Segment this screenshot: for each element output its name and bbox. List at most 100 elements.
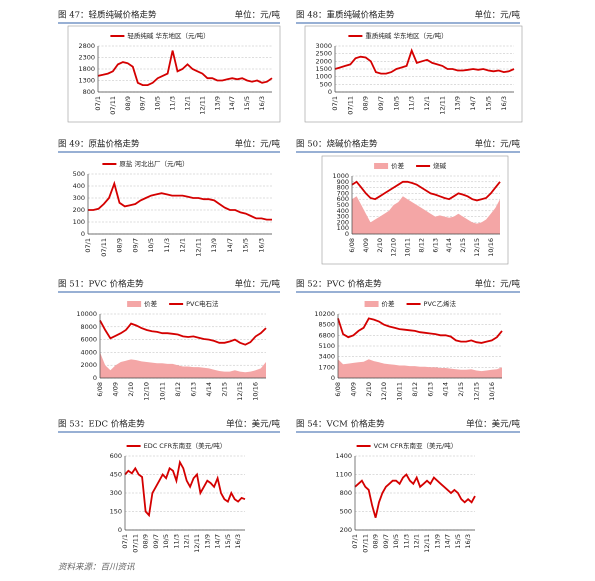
unit-label: 单位：美元/吨 xyxy=(226,419,280,430)
area xyxy=(100,352,266,378)
y-tick-label: 1800 xyxy=(78,65,95,73)
x-tick-label: 09/7 xyxy=(131,238,139,253)
x-tick-label: 09/7 xyxy=(382,534,390,549)
x-tick-label: 08/9 xyxy=(116,238,124,253)
y-tick-label: 2500 xyxy=(315,50,332,58)
line xyxy=(354,473,476,518)
y-tick-label: 6000 xyxy=(80,336,97,344)
y-tick-label: 8000 xyxy=(80,323,97,331)
x-tick-label: 08/9 xyxy=(142,534,150,549)
x-tick-label: 13/9 xyxy=(433,534,441,549)
y-tick-label: 500 xyxy=(340,508,352,516)
y-tick-label: 1000 xyxy=(332,172,349,180)
figure-caption: 图 47：轻质纯碱价格走势 xyxy=(58,10,157,21)
figure-caption: 图 49：原盐价格走势 xyxy=(58,139,140,150)
unit-label: 单位：元/吨 xyxy=(475,139,521,150)
y-tick-label: 100 xyxy=(337,224,349,232)
x-tick-label: 8/12 xyxy=(411,382,419,397)
y-tick-label: 10000 xyxy=(76,310,97,318)
x-tick-label: 12/11 xyxy=(438,96,446,115)
x-tick-label: 12/15 xyxy=(236,382,244,401)
y-tick-label: 1100 xyxy=(335,471,352,479)
x-tick-label: 6/13 xyxy=(431,238,439,253)
y-tick-label: 1500 xyxy=(315,65,332,73)
line xyxy=(124,459,246,518)
x-tick-label: 16/3 xyxy=(234,534,242,549)
x-tick-label: 12/11 xyxy=(194,238,202,257)
legend-label: 轻质纯碱 华东地区（元/吨） xyxy=(127,31,209,40)
y-tick-label: 900 xyxy=(337,178,349,186)
y-tick-label: 1000 xyxy=(315,73,332,81)
x-tick-label: 4/09 xyxy=(362,238,370,253)
x-tick-label: 10/11 xyxy=(158,382,166,401)
x-tick-label: 2/10 xyxy=(127,382,135,397)
x-tick-label: 16/3 xyxy=(500,96,508,111)
x-tick-label: 07/1 xyxy=(84,238,92,253)
source-note: 资料来源：百川资讯 xyxy=(58,562,135,573)
x-tick-label: 15/5 xyxy=(224,534,232,549)
x-tick-label: 12/10 xyxy=(143,382,151,401)
y-tick-label: 800 xyxy=(340,489,352,497)
x-tick-label: 12/15 xyxy=(473,238,481,257)
figure-caption: 图 54：VCM 价格走势 xyxy=(296,419,385,430)
line xyxy=(88,180,272,221)
x-tick-label: 6/08 xyxy=(348,238,356,253)
y-tick-label: 0 xyxy=(81,230,85,238)
figure-caption: 图 51：PVC 价格走势 xyxy=(58,279,144,290)
x-tick-label: 13/9 xyxy=(210,238,218,253)
y-tick-label: 200 xyxy=(337,218,349,226)
x-tick-label: 8/12 xyxy=(174,382,182,397)
unit-label: 单位：元/吨 xyxy=(235,10,281,21)
x-tick-label: 2/15 xyxy=(221,382,229,397)
x-tick-label: 4/14 xyxy=(205,382,213,397)
unit-label: 单位：元/吨 xyxy=(235,139,281,150)
x-tick-label: 14/7 xyxy=(228,96,236,111)
y-tick-label: 0 xyxy=(345,230,349,238)
y-tick-label: 2300 xyxy=(78,54,95,62)
x-tick-label: 10/11 xyxy=(404,238,412,257)
legend-swatch xyxy=(127,301,142,307)
y-tick-label: 450 xyxy=(110,471,122,479)
x-tick-label: 15/5 xyxy=(484,96,492,111)
y-tick-label: 200 xyxy=(73,206,85,214)
x-tick-label: 15/5 xyxy=(242,238,250,253)
figure-caption: 图 48：重质纯碱价格走势 xyxy=(296,10,395,21)
line xyxy=(337,317,503,344)
x-tick-label: 12/1 xyxy=(179,238,187,253)
y-tick-label: 400 xyxy=(73,182,85,190)
y-tick-label: 600 xyxy=(110,452,122,460)
y-tick-label: 1300 xyxy=(78,77,95,85)
figure-caption: 图 50：烧碱价格走势 xyxy=(296,139,378,150)
line xyxy=(99,319,267,346)
x-tick-label: 09/7 xyxy=(152,534,160,549)
x-tick-label: 14/7 xyxy=(226,238,234,253)
x-tick-label: 07/11 xyxy=(109,96,117,115)
y-tick-label: 300 xyxy=(110,489,122,497)
y-tick-label: 0 xyxy=(328,88,332,96)
x-tick-label: 07/1 xyxy=(121,534,129,549)
x-tick-label: 16/3 xyxy=(464,534,472,549)
x-tick-label: 10/5 xyxy=(392,96,400,111)
chart-frame xyxy=(304,25,523,123)
x-tick-label: 14/7 xyxy=(214,534,222,549)
x-tick-label: 11/3 xyxy=(163,238,171,253)
x-tick-label: 11/3 xyxy=(169,96,177,111)
legend-label: EDC CFR东南亚（美元/吨） xyxy=(144,441,227,450)
y-tick-label: 800 xyxy=(83,88,95,96)
legend-label: 重质纯碱 华东地区（元/吨） xyxy=(365,31,447,40)
x-tick-label: 12/15 xyxy=(472,382,480,401)
x-tick-label: 10/11 xyxy=(396,382,404,401)
x-tick-label: 07/11 xyxy=(346,96,354,115)
y-tick-label: 150 xyxy=(110,508,122,516)
legend-swatch xyxy=(374,163,389,169)
y-tick-label: 10200 xyxy=(314,310,335,318)
y-tick-label: 600 xyxy=(337,195,349,203)
x-tick-label: 2/10 xyxy=(376,238,384,253)
x-tick-label: 11/3 xyxy=(408,96,416,111)
area xyxy=(338,359,502,378)
area xyxy=(352,196,500,234)
y-tick-label: 5100 xyxy=(318,342,335,350)
figure-caption: 图 53：EDC 价格走势 xyxy=(58,419,145,430)
